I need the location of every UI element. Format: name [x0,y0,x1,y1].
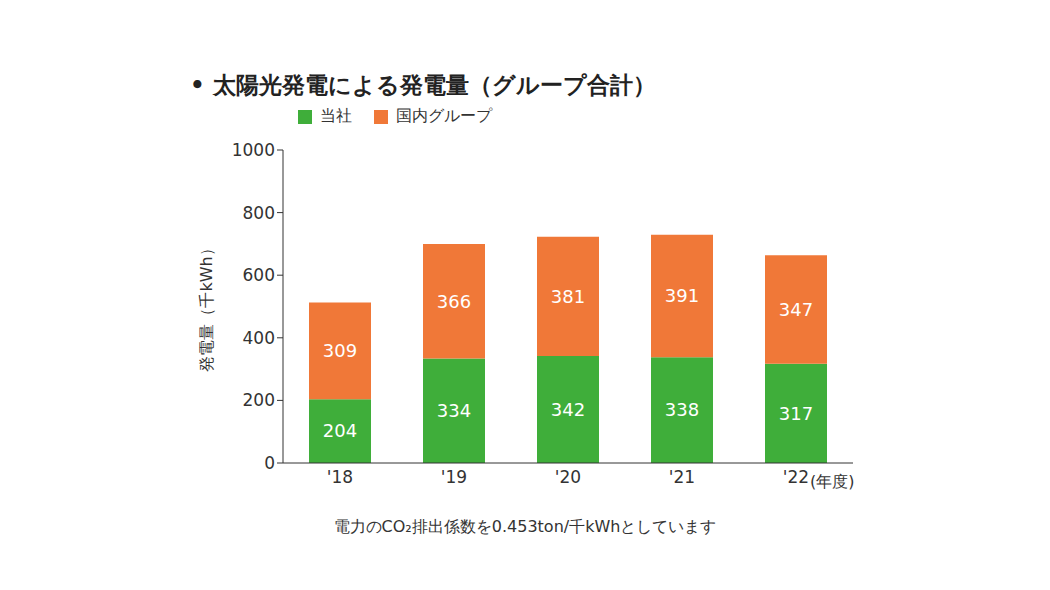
svg-text:342: 342 [551,399,585,420]
svg-text:'21: '21 [669,467,695,487]
svg-text:'22: '22 [783,467,809,487]
svg-text:'20: '20 [555,467,581,487]
svg-text:338: 338 [665,399,699,420]
svg-text:317: 317 [779,403,813,424]
svg-text:347: 347 [779,299,813,320]
svg-text:'18: '18 [327,467,353,487]
html-text:電力のCO₂排出係数を0.453ton/千kWhとしています: 電力のCO₂排出係数を0.453ton/千kWhとしています [333,517,717,536]
svg-text:200: 200 [243,390,275,410]
svg-text:0: 0 [264,453,275,473]
html-text:国内グループ: 国内グループ [396,106,492,125]
svg-text:334: 334 [437,400,471,421]
svg-text:600: 600 [243,265,275,285]
svg-text:1000: 1000 [232,140,275,160]
svg-text:366: 366 [437,291,471,312]
html-text:• 太陽光発電による発電量（グループ合計）: • 太陽光発電による発電量（グループ合計） [190,72,656,98]
html-text:(年度): (年度) [810,472,855,491]
svg-text:391: 391 [665,285,699,306]
svg-text:381: 381 [551,286,585,307]
svg-text:'19: '19 [441,467,467,487]
svg-text:309: 309 [323,340,357,361]
html-text:当社: 当社 [320,106,352,125]
svg-text:204: 204 [323,420,357,441]
svg-text:400: 400 [243,328,275,348]
html-text:発電量（千kWh）: 発電量（千kWh） [196,240,216,372]
svg-text:800: 800 [243,203,275,223]
